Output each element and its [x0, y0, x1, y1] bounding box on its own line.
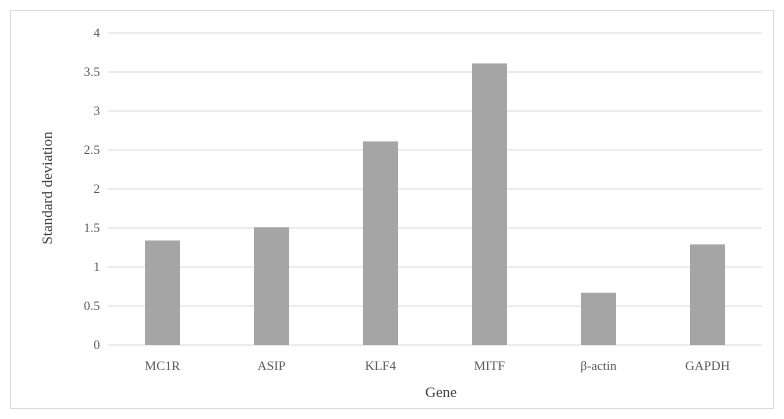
y-tick-label: 4 — [94, 25, 101, 40]
y-tick-label: 0 — [94, 337, 101, 352]
bar-mc1r — [145, 240, 180, 345]
x-tick-label: MITF — [474, 358, 505, 373]
y-tick-label: 3.5 — [84, 64, 100, 79]
y-tick-label: 3 — [94, 103, 101, 118]
bar-gapdh — [690, 244, 725, 345]
y-axis-ticks: 0 0.5 1 1.5 2 2.5 3 3.5 4 — [84, 25, 101, 352]
gridlines — [108, 32, 762, 346]
bar-asip — [254, 227, 289, 345]
x-axis-title: Gene — [425, 385, 457, 401]
y-axis-title: Standard deviation — [40, 131, 56, 244]
y-tick-label: 2 — [94, 181, 101, 196]
bar-klf4 — [363, 141, 398, 345]
y-tick-label: 1.5 — [84, 220, 100, 235]
y-tick-label: 1 — [94, 259, 101, 274]
x-tick-label: KLF4 — [365, 358, 397, 373]
bars — [145, 63, 725, 346]
x-tick-label: GAPDH — [685, 358, 730, 373]
x-tick-label: β-actin — [580, 358, 617, 373]
bar--actin — [581, 292, 616, 345]
y-tick-label: 2.5 — [84, 142, 100, 157]
x-tick-label: ASIP — [257, 358, 285, 373]
y-tick-label: 0.5 — [84, 298, 100, 313]
x-axis-ticks: MC1R ASIP KLF4 MITF β-actin GAPDH — [145, 358, 730, 373]
bar-mitf — [472, 63, 507, 346]
x-tick-label: MC1R — [145, 358, 181, 373]
